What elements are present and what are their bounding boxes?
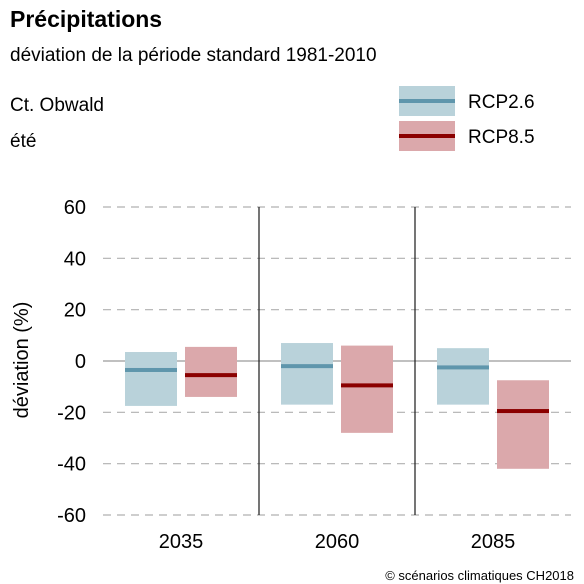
y-axis-label: déviation (%) (11, 302, 33, 419)
grid-lines (103, 206, 571, 516)
y-tick-label: 40 (64, 248, 86, 270)
x-category-label: 2060 (315, 531, 360, 553)
y-tick-label: 20 (64, 300, 86, 322)
x-category-label: 2085 (471, 531, 516, 553)
range-bar-rcp2.6-2085 (437, 348, 489, 405)
period-separators (258, 207, 416, 515)
x-category-label: 2035 (159, 531, 204, 553)
range-bar-rcp2.6-2035 (125, 352, 177, 406)
legend-label-rcp8.5: RCP8.5 (468, 127, 535, 148)
y-axis-ticks: 60 40 20 0 -20 -40 -60 (57, 197, 86, 527)
season-label: été (10, 131, 36, 152)
x-axis-categories: 2035 2060 2085 (159, 531, 516, 553)
range-bar-rcp8.5-2035 (185, 346, 237, 397)
y-tick-label: 0 (75, 351, 86, 373)
median-line-rcp8.5-2060 (341, 383, 393, 388)
range-bars (125, 343, 549, 469)
y-tick-label: -60 (57, 505, 86, 527)
chart-subtitle: déviation de la période standard 1981-20… (10, 45, 377, 66)
range-bar-rcp8.5-2085 (497, 380, 549, 469)
range-bar-rcp2.6-2060 (281, 343, 333, 405)
median-line-rcp2.6-2060 (281, 364, 333, 369)
range-bar-rcp8.5-2060 (341, 345, 393, 433)
legend-label-rcp2.6: RCP2.6 (468, 92, 535, 113)
y-tick-label: 60 (64, 197, 86, 219)
chart-title: Précipitations (10, 6, 162, 32)
region-label: Ct. Obwald (10, 95, 104, 116)
y-tick-label: -40 (57, 454, 86, 476)
median-line-rcp8.5-2085 (497, 409, 549, 414)
median-line-rcp8.5-2035 (185, 373, 237, 378)
median-line-rcp2.6-2085 (437, 365, 489, 370)
median-line-rcp2.6-2035 (125, 367, 177, 372)
source-credit: © scénarios climatiques CH2018 (385, 568, 574, 583)
y-tick-label: -20 (57, 402, 86, 424)
legend: RCP2.6 RCP8.5 (399, 86, 535, 151)
legend-line-rcp8.5 (399, 134, 455, 138)
legend-line-rcp2.6 (399, 99, 455, 103)
